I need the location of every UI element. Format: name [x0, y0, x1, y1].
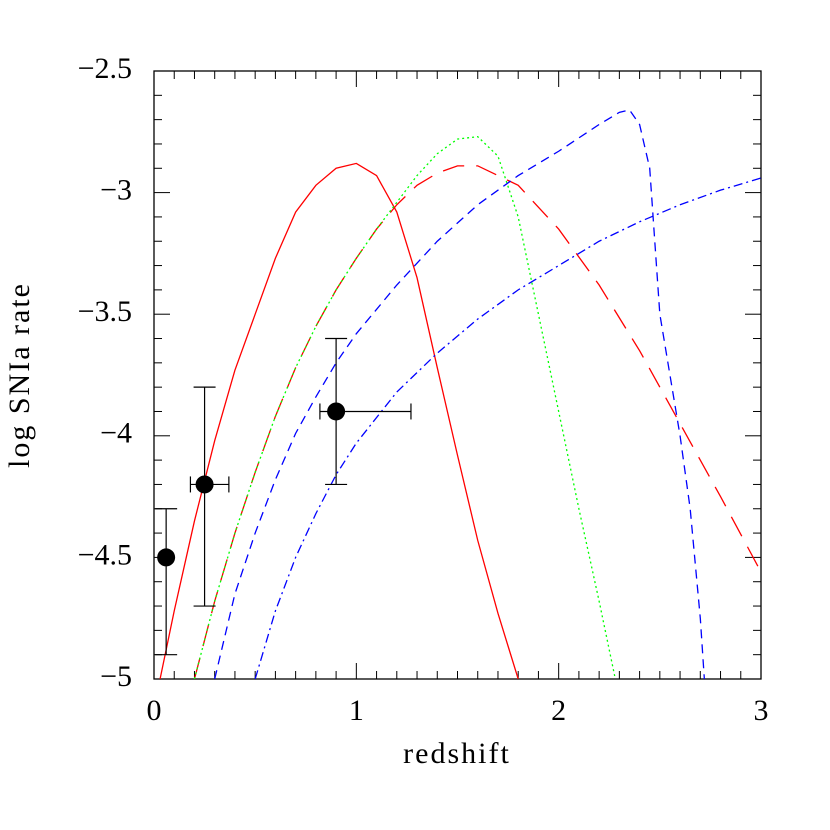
data-point	[157, 548, 176, 567]
plot-frame	[153, 70, 762, 680]
y-axis-label: log SNIa rate	[3, 282, 36, 468]
x-tick-label: 2	[551, 694, 566, 727]
series-line	[159, 162, 519, 679]
y-tick-label: −2.5	[78, 52, 132, 85]
series-line	[193, 135, 616, 679]
series-line	[254, 177, 761, 679]
data-point	[195, 475, 214, 494]
x-tick-label: 0	[147, 694, 162, 727]
y-tick-label: −3	[100, 173, 132, 206]
x-axis-label: redshift	[403, 737, 511, 770]
series-line	[214, 109, 705, 679]
y-tick-label: −4	[100, 417, 132, 450]
y-tick-label: −5	[100, 660, 132, 693]
y-tick-label: −4.5	[78, 538, 132, 571]
y-tick-label: −3.5	[78, 295, 132, 328]
data-point	[327, 402, 346, 421]
x-tick-label: 1	[349, 694, 364, 727]
x-tick-label: 3	[754, 694, 769, 727]
